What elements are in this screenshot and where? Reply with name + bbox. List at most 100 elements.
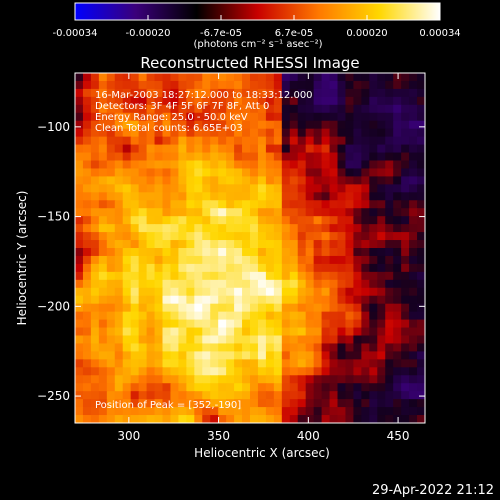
- heatmap-cell: [218, 208, 227, 217]
- heatmap-cell: [202, 295, 211, 305]
- heatmap-cell: [281, 232, 291, 241]
- heatmap-cell: [75, 240, 84, 249]
- heatmap-cell: [178, 343, 187, 353]
- heatmap-cell: [409, 224, 418, 233]
- heatmap-cell: [218, 279, 227, 289]
- heatmap-cell: [162, 375, 172, 384]
- heatmap-cell: [202, 184, 211, 193]
- heatmap-cell: [170, 192, 180, 201]
- heatmap-cell: [226, 96, 235, 106]
- heatmap-cell: [122, 383, 132, 392]
- heatmap-cell: [218, 351, 227, 360]
- heatmap-cell: [385, 415, 394, 423]
- heatmap-cell: [353, 240, 362, 249]
- heatmap-cell: [114, 176, 124, 185]
- heatmap-cell: [154, 343, 164, 353]
- heatmap-cell: [385, 351, 394, 360]
- heatmap-cell: [226, 319, 235, 329]
- heatmap-cell: [409, 104, 418, 114]
- heatmap-cell: [130, 343, 140, 353]
- heatmap-cell: [138, 168, 148, 178]
- heatmap-cell: [186, 351, 195, 360]
- heatmap-cell: [385, 192, 394, 201]
- heatmap-cell: [305, 224, 315, 233]
- heatmap-cell: [186, 200, 195, 209]
- heatmap-cell: [345, 375, 355, 384]
- heatmap-cell: [130, 73, 140, 82]
- heatmap-cell: [417, 168, 425, 178]
- heatmap-cell: [281, 160, 291, 170]
- heatmap-cell: [257, 343, 267, 353]
- heatmap-cell: [281, 327, 291, 337]
- heatmap-cell: [218, 287, 227, 297]
- heatmap-cell: [162, 184, 172, 193]
- heatmap-cell: [218, 73, 227, 82]
- heatmap-cell: [90, 319, 100, 329]
- heatmap-cell: [146, 192, 156, 201]
- heatmap-cell: [345, 327, 355, 337]
- heatmap-cell: [122, 128, 132, 138]
- heatmap-cell: [393, 255, 402, 265]
- heatmap-image: [75, 73, 425, 423]
- heatmap-cell: [257, 232, 267, 241]
- heatmap-cell: [297, 144, 307, 154]
- heatmap-cell: [377, 200, 386, 209]
- heatmap-cell: [106, 319, 116, 329]
- heatmap-cell: [186, 168, 195, 178]
- heatmap-cell: [146, 359, 156, 368]
- heatmap-cell: [130, 375, 140, 384]
- heatmap-cell: [257, 391, 267, 400]
- heatmap-cell: [130, 224, 140, 233]
- heatmap-cell: [186, 104, 195, 114]
- heatmap-cell: [361, 255, 370, 265]
- heatmap-cell: [265, 224, 275, 233]
- heatmap-cell: [186, 96, 195, 106]
- heatmap-cell: [281, 184, 291, 193]
- heatmap-cell: [242, 263, 251, 273]
- heatmap-cell: [385, 407, 394, 416]
- heatmap-cell: [337, 335, 347, 345]
- heatmap-cell: [114, 144, 124, 154]
- heatmap-cell: [122, 415, 132, 423]
- heatmap-cell: [82, 279, 92, 289]
- heatmap-cell: [409, 184, 418, 193]
- heatmap-cell: [146, 343, 156, 353]
- heatmap-cell: [401, 263, 410, 273]
- heatmap-cell: [130, 311, 140, 321]
- heatmap-cell: [218, 112, 227, 122]
- heatmap-cell: [194, 327, 203, 337]
- heatmap-cell: [202, 248, 211, 257]
- heatmap-cell: [313, 311, 323, 321]
- heatmap-cell: [361, 248, 370, 257]
- heatmap-cell: [106, 176, 116, 185]
- heatmap-cell: [146, 351, 156, 360]
- heatmap-cell: [329, 96, 339, 106]
- heatmap-cell: [138, 136, 148, 146]
- heatmap-cell: [242, 96, 251, 106]
- heatmap-cell: [114, 263, 124, 273]
- heatmap-cell: [226, 279, 235, 289]
- heatmap-cell: [257, 104, 267, 114]
- heatmap-cell: [377, 144, 386, 154]
- heatmap-cell: [353, 351, 362, 360]
- heatmap-cell: [194, 184, 203, 193]
- heatmap-cell: [377, 224, 386, 233]
- heatmap-cell: [146, 216, 156, 225]
- heatmap-cell: [353, 112, 362, 122]
- heatmap-cell: [305, 367, 315, 376]
- heatmap-cell: [401, 144, 410, 154]
- heatmap-cell: [385, 295, 394, 305]
- heatmap-cell: [242, 184, 251, 193]
- heatmap-cell: [353, 168, 362, 178]
- heatmap-cell: [75, 104, 84, 114]
- heatmap-cell: [114, 160, 124, 170]
- heatmap-cell: [98, 112, 108, 122]
- heatmap-cell: [170, 343, 180, 353]
- heatmap-cell: [361, 232, 370, 241]
- heatmap-cell: [417, 232, 425, 241]
- heatmap-cell: [186, 399, 195, 408]
- heatmap-cell: [369, 375, 378, 384]
- heatmap-cell: [106, 287, 116, 297]
- heatmap-cell: [401, 152, 410, 162]
- heatmap-cell: [345, 287, 355, 297]
